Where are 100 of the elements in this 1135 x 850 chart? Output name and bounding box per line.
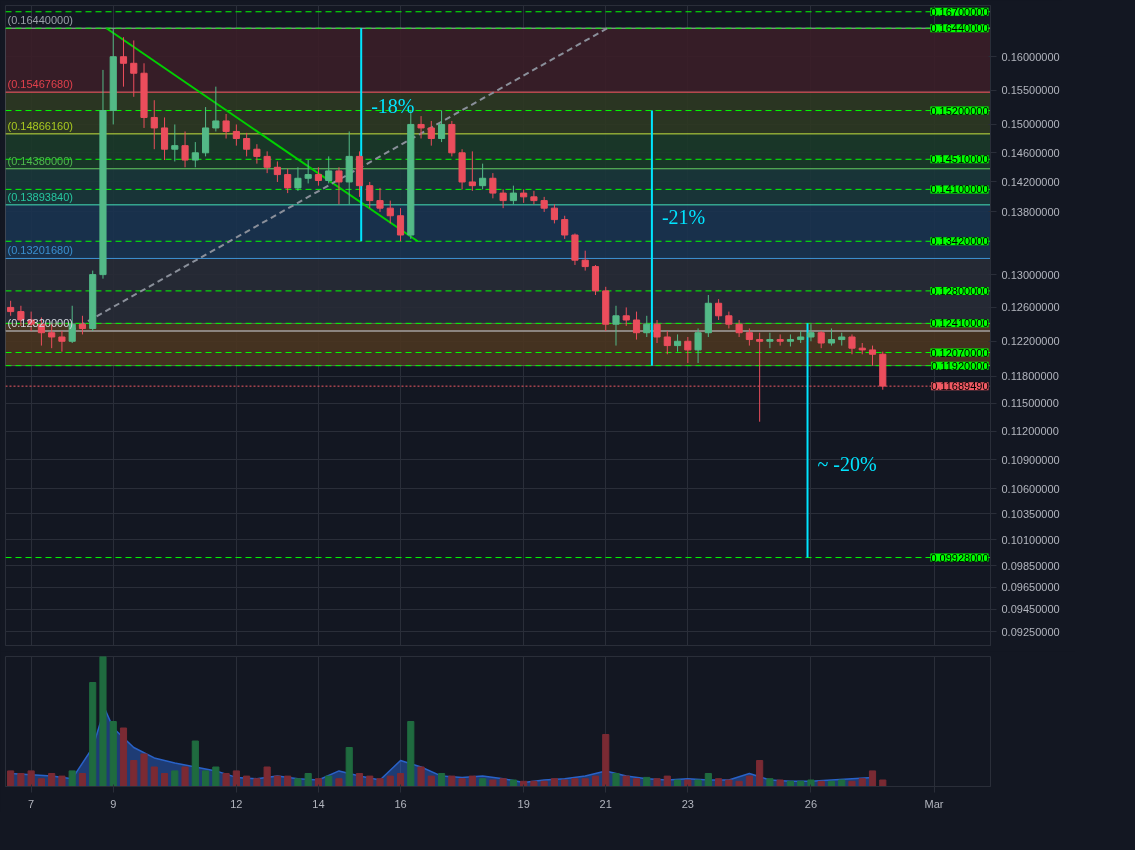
candlestick (253, 143, 261, 165)
y-tick-label: 0.15500000 (1001, 84, 1060, 97)
candlestick (417, 115, 425, 140)
candlestick (181, 130, 189, 168)
bar (437, 773, 446, 787)
bar (479, 778, 487, 787)
bar (253, 778, 261, 787)
bar (160, 773, 169, 787)
candlestick (622, 306, 630, 327)
ref-line-label: 0.16700000 (930, 5, 989, 18)
bar (622, 775, 630, 787)
candlestick (325, 155, 333, 184)
candlestick (314, 166, 323, 187)
bar (458, 778, 466, 787)
candlestick (263, 150, 271, 174)
annotation: -18% (371, 94, 415, 117)
ref-line-label: 0.12410000 (930, 317, 989, 330)
candlestick (191, 141, 199, 168)
candlestick (868, 345, 877, 367)
candlestick (612, 305, 620, 347)
candlestick (396, 207, 405, 242)
bar (715, 778, 723, 787)
candlestick (427, 120, 435, 147)
ref-line-label: 0.11920000 (931, 359, 989, 372)
ref-line-label: (0.14866160) (7, 119, 73, 132)
bar (407, 721, 415, 787)
y-tick-label: 0.11200000 (1001, 425, 1059, 438)
x-tick-label: 12 (230, 797, 243, 810)
bar (314, 778, 323, 787)
bar (817, 780, 825, 787)
candlestick (78, 315, 87, 335)
ref-line-label: 0.16440000 (930, 22, 989, 35)
bar (273, 775, 281, 787)
bar (448, 775, 456, 787)
candlestick (653, 319, 661, 344)
annotation: -21% (661, 206, 706, 229)
candlestick (130, 39, 138, 98)
bar (879, 779, 887, 787)
y-tick-label: 0.13800000 (1001, 205, 1060, 218)
ref-line-label: 0.14100000 (930, 183, 989, 196)
candlestick (386, 200, 394, 224)
bar (376, 778, 384, 787)
candlestick (643, 315, 651, 338)
bar (725, 779, 733, 787)
y-tick-label: 0.09250000 (1001, 625, 1060, 638)
x-tick-label: 9 (110, 797, 117, 810)
x-tick-label: 16 (394, 797, 407, 810)
candlestick (479, 163, 487, 190)
y-tick-label: 0.10100000 (1001, 533, 1060, 546)
candlestick (232, 123, 240, 147)
ref-line-label: (0.13201680) (7, 244, 73, 257)
y-tick-label: 0.14200000 (1001, 175, 1060, 188)
y-tick-label: 0.11800000 (1001, 370, 1059, 383)
x-tick-label: 19 (517, 797, 530, 810)
y-tick-label: 0.15000000 (1001, 118, 1060, 131)
bar (202, 770, 210, 787)
y-tick-label: 0.14600000 (1001, 146, 1060, 159)
bar (243, 775, 251, 787)
y-tick-label: 0.10600000 (1001, 482, 1060, 495)
ref-line-label: 0.15200000 (930, 104, 989, 117)
y-tick-label: 0.13000000 (1001, 268, 1060, 281)
x-tick-label: 23 (681, 797, 694, 810)
bar (263, 766, 271, 787)
bar (212, 766, 220, 787)
bar (848, 780, 856, 787)
candlestick (273, 160, 281, 183)
bar (386, 775, 394, 787)
bar (427, 775, 435, 787)
candlestick (304, 159, 312, 184)
candlestick (530, 190, 538, 205)
bar (191, 740, 199, 787)
bar (130, 760, 138, 787)
bar (807, 779, 815, 787)
bar (858, 778, 866, 787)
candlestick (735, 319, 743, 338)
bar (868, 770, 877, 787)
candlestick (766, 332, 774, 349)
bar (735, 780, 743, 787)
bar (140, 753, 148, 787)
bar (530, 780, 538, 787)
bar (591, 775, 600, 787)
ref-line-label: 0.09928000 (930, 551, 989, 564)
candlestick (550, 203, 559, 224)
candlestick (756, 332, 764, 423)
bar (571, 778, 579, 787)
bar (766, 778, 774, 787)
candlestick (376, 187, 384, 213)
candlestick (684, 336, 692, 364)
bar (632, 778, 641, 787)
y-tick-label: 0.16000000 (1001, 50, 1060, 63)
bar (58, 775, 66, 787)
bar (509, 779, 517, 787)
bar (499, 778, 507, 787)
candlestick (663, 330, 671, 355)
candlestick (807, 323, 815, 342)
candlestick (294, 166, 302, 192)
bar (119, 727, 128, 787)
bar (745, 775, 753, 787)
candlestick (212, 86, 220, 132)
bar (663, 775, 671, 787)
